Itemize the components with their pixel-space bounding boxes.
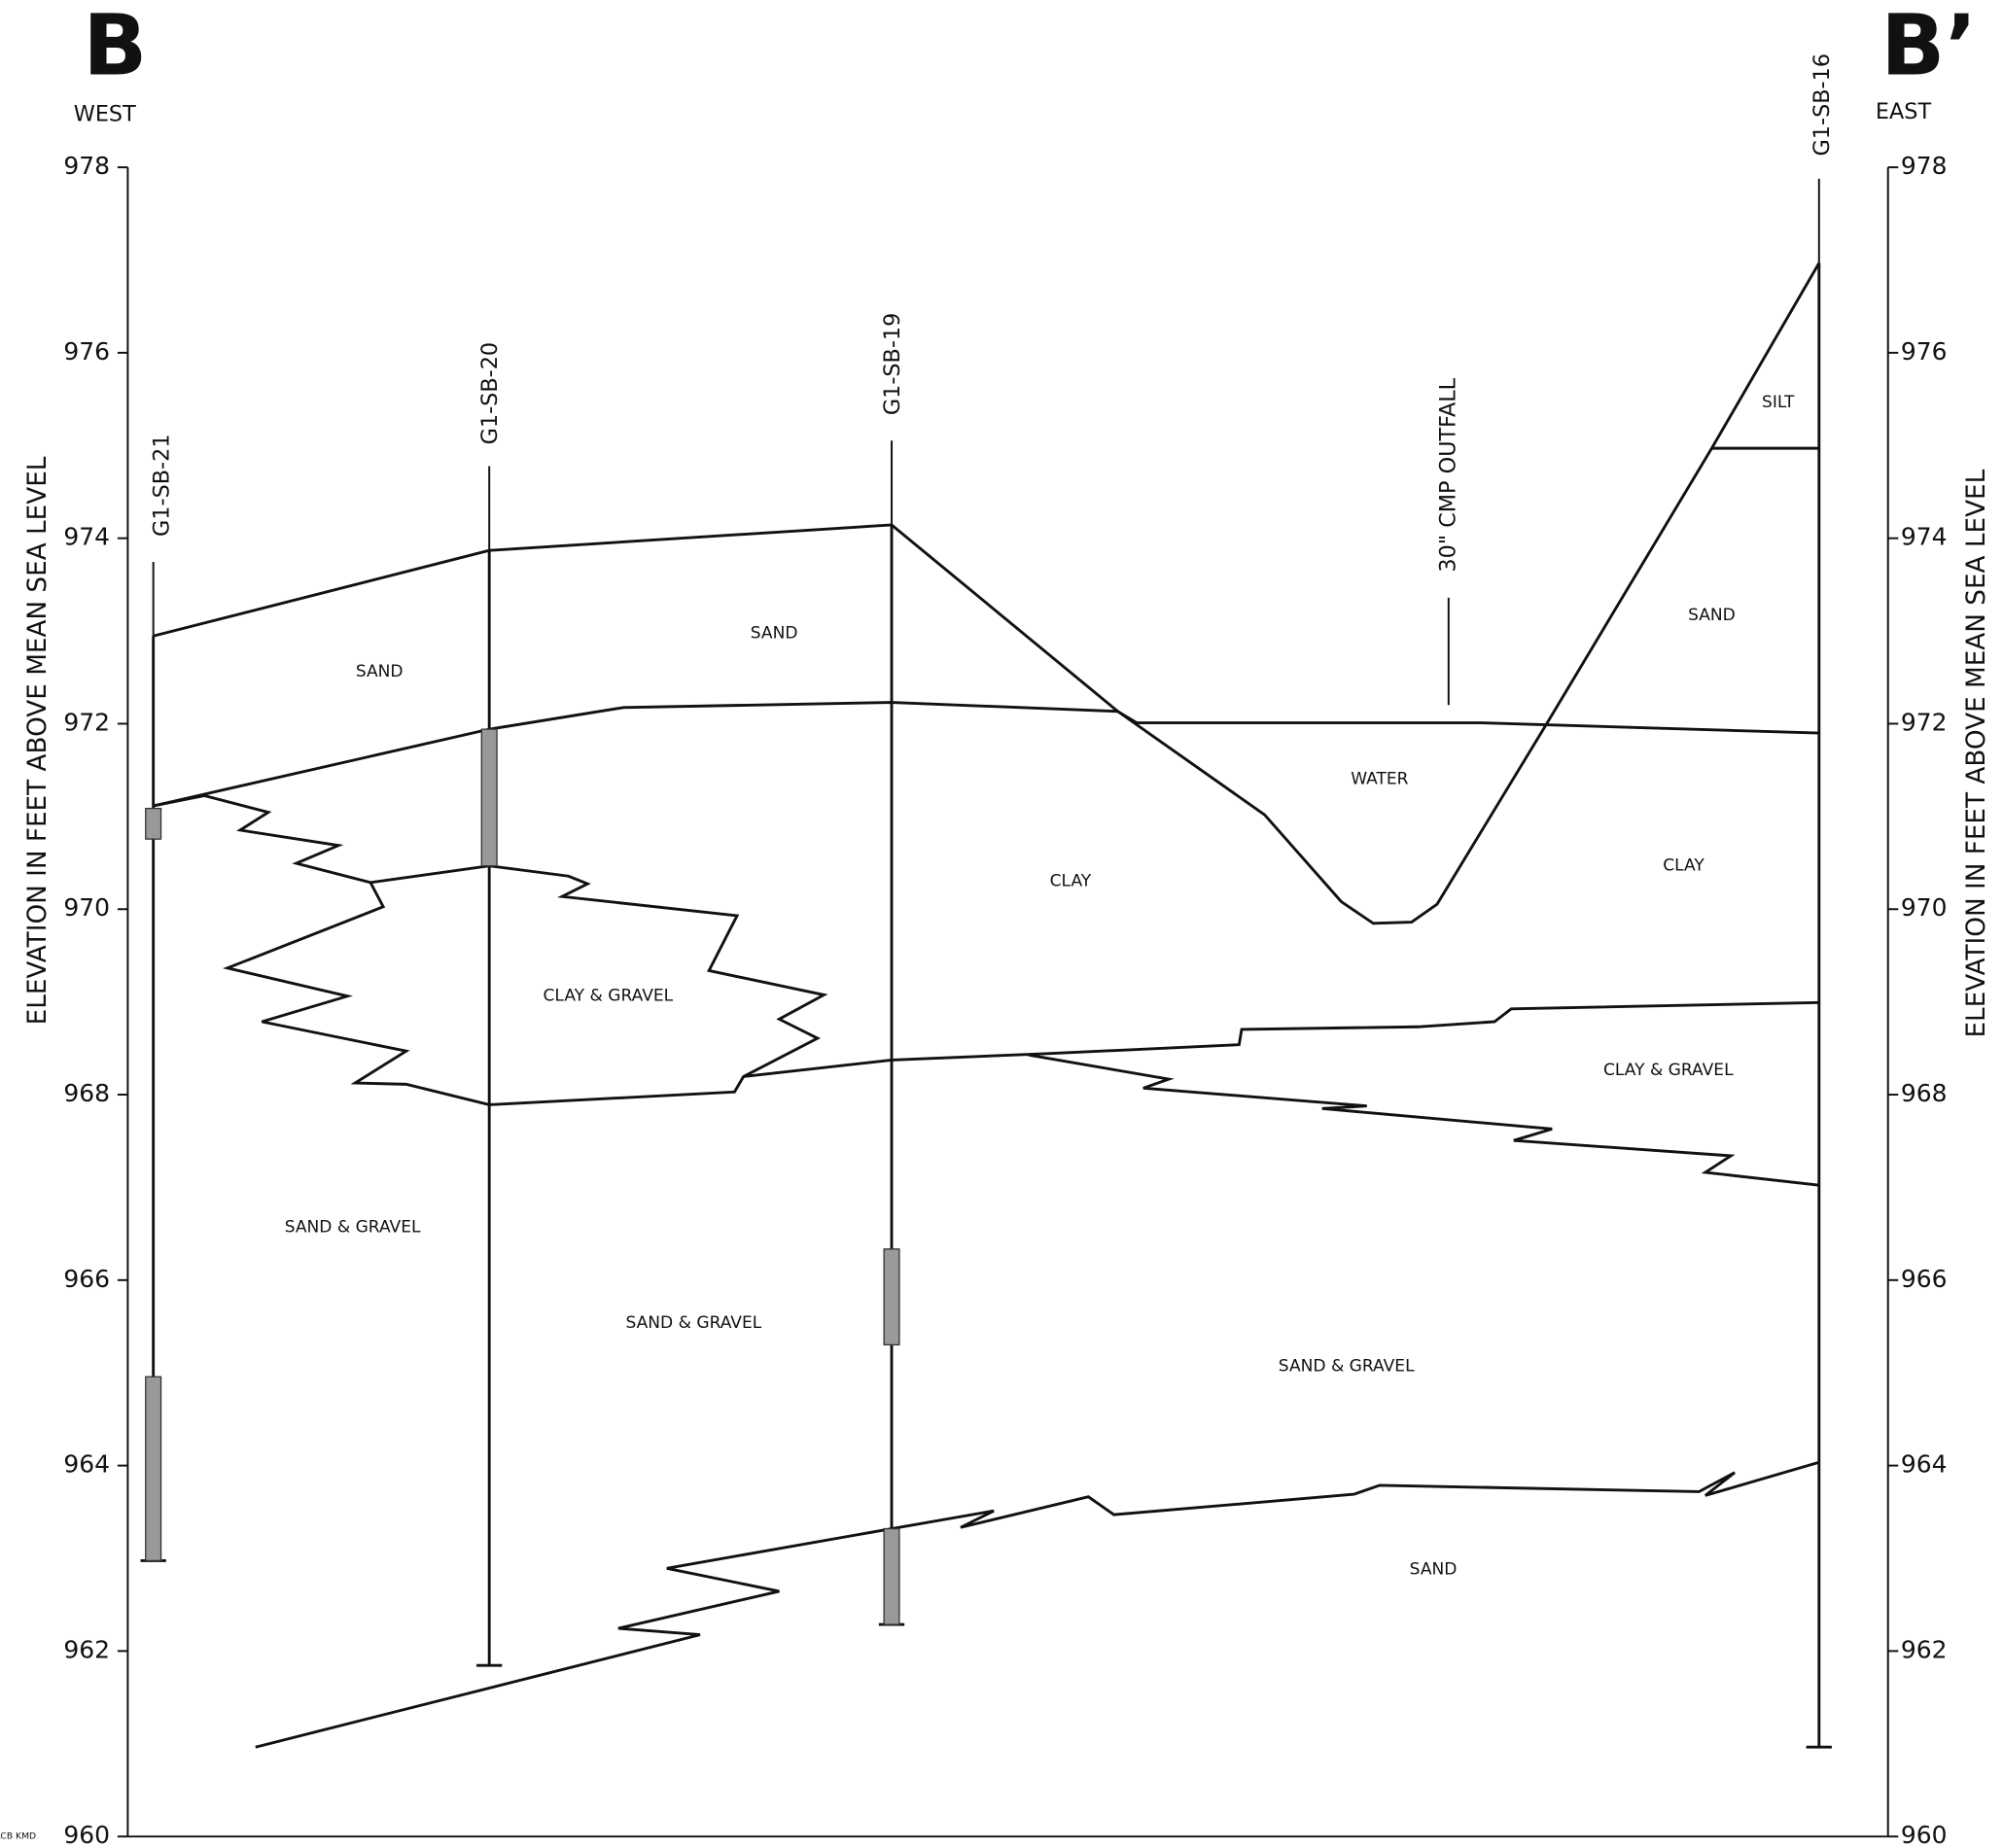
tick-label: 964 (1901, 1450, 1948, 1479)
boring-label: G1-SB-21 (149, 434, 174, 537)
layer-label: CLAY (1663, 856, 1704, 876)
layer-label: CLAY (1050, 871, 1092, 890)
layer-label: SAND (1688, 606, 1736, 625)
layer-label: SAND (1410, 1560, 1458, 1580)
layer-label: SAND & GRAVEL (285, 1218, 421, 1238)
tick-label: 970 (1901, 893, 1948, 922)
tick-label: 966 (63, 1265, 110, 1293)
tick-label: 972 (63, 708, 110, 736)
section-left: B (83, 0, 147, 94)
tick-label: 962 (63, 1635, 110, 1663)
layer-label: CLAY & GRAVEL (1603, 1061, 1734, 1080)
tick-label: 966 (1901, 1265, 1948, 1293)
boring-label: G1-SB-20 (477, 342, 503, 445)
outfall-label: 30" CMP OUTFALL (1435, 377, 1460, 572)
tick-label: 962 (1901, 1635, 1948, 1663)
tick-label: 974 (1901, 523, 1948, 551)
screen (884, 1529, 899, 1625)
screen (481, 729, 497, 866)
tick-label: 976 (63, 337, 110, 366)
tick-label: 968 (1901, 1079, 1948, 1107)
screen (884, 1249, 899, 1345)
layer-label: SAND & GRAVEL (625, 1313, 761, 1333)
cross-section: B WEST B’ EAST ELEVATION IN FEET ABOVE M… (0, 0, 2003, 1848)
stamp: RCB KMD (0, 1831, 36, 1842)
tick-label: 970 (63, 893, 110, 922)
strata (154, 263, 1819, 1748)
direction-left: WEST (74, 102, 136, 127)
screen (146, 809, 161, 840)
boring-label: G1-SB-16 (1810, 53, 1835, 157)
tick-label: 960 (63, 1821, 110, 1848)
screen (146, 1377, 161, 1560)
tick-label: 960 (1901, 1821, 1948, 1848)
tick-label: 976 (1901, 337, 1948, 366)
direction-right: EAST (1876, 99, 1932, 124)
layer-label: WATER (1351, 769, 1408, 788)
axis-title-right: ELEVATION IN FEET ABOVE MEAN SEA LEVEL (1962, 469, 1991, 1037)
boring-label: G1-SB-19 (880, 313, 905, 416)
layer-label: SAND & GRAVEL (1279, 1357, 1415, 1377)
tick-label: 968 (63, 1079, 110, 1107)
section-right: B’ (1880, 0, 1977, 94)
layer-label: SILT (1762, 393, 1795, 412)
tick-label: 974 (63, 523, 110, 551)
layer-label: SAND (751, 624, 798, 644)
tick-label: 978 (63, 152, 110, 180)
tick-label: 978 (1901, 152, 1948, 180)
tick-label: 964 (63, 1450, 110, 1479)
tick-label: 972 (1901, 708, 1948, 736)
sand-base (154, 703, 1819, 806)
ground-surface (154, 263, 1819, 924)
layer-label: SAND (356, 662, 404, 681)
layer-label: CLAY & GRAVEL (544, 987, 674, 1006)
axis-title-left: ELEVATION IN FEET ABOVE MEAN SEA LEVEL (23, 456, 53, 1025)
